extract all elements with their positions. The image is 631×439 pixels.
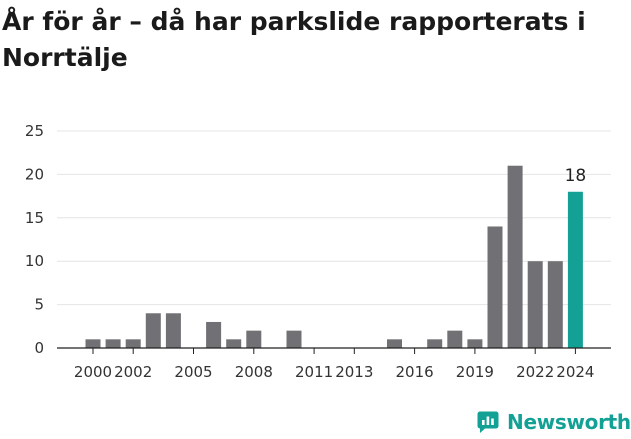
y-tick-label: 0 <box>34 339 44 357</box>
bars <box>85 165 583 348</box>
bar <box>547 261 563 348</box>
bar <box>467 339 483 348</box>
bar <box>125 339 141 348</box>
bar <box>447 330 463 348</box>
x-tick-label: 2000 <box>74 363 112 381</box>
axes: 0 5 10 15 20 25 2000 2002 2005 2008 2011 2013 2016 20… <box>25 122 611 381</box>
x-tick-label: 2016 <box>396 363 434 381</box>
bar <box>286 330 302 348</box>
y-tick-label: 25 <box>25 122 44 140</box>
chart-title: År för år – då har parkslide rapporterat… <box>2 7 586 72</box>
bar <box>507 165 523 348</box>
x-tick-label: 2011 <box>295 363 333 381</box>
bar <box>567 191 583 348</box>
bar <box>487 226 503 348</box>
newsworthy-logo[interactable]: Newsworthy <box>476 407 631 437</box>
x-tick-label: 2005 <box>174 363 212 381</box>
bar <box>165 313 181 348</box>
data-label: 18 <box>565 166 587 186</box>
bar <box>387 339 402 348</box>
y-tick-label: 10 <box>25 252 44 270</box>
brand-name: Newsworthy <box>507 410 631 434</box>
y-tick-label: 15 <box>25 209 44 227</box>
x-tick-label: 2019 <box>456 363 494 381</box>
bar <box>226 339 242 348</box>
y-tick-label: 20 <box>25 165 44 183</box>
x-tick-label: 2013 <box>335 363 373 381</box>
bar <box>145 313 161 348</box>
bar <box>206 321 222 348</box>
x-tick-label: 2002 <box>114 363 152 381</box>
newsworthy-logo-icon <box>477 411 499 433</box>
bar <box>246 330 262 348</box>
x-tick-label: 2022 <box>516 363 554 381</box>
bar <box>105 339 121 348</box>
bar <box>427 339 443 348</box>
x-tick-label: 2008 <box>235 363 273 381</box>
bar <box>527 261 543 348</box>
x-tick-label: 2024 <box>556 363 594 381</box>
y-tick-label: 5 <box>34 296 44 314</box>
bar <box>85 339 101 348</box>
